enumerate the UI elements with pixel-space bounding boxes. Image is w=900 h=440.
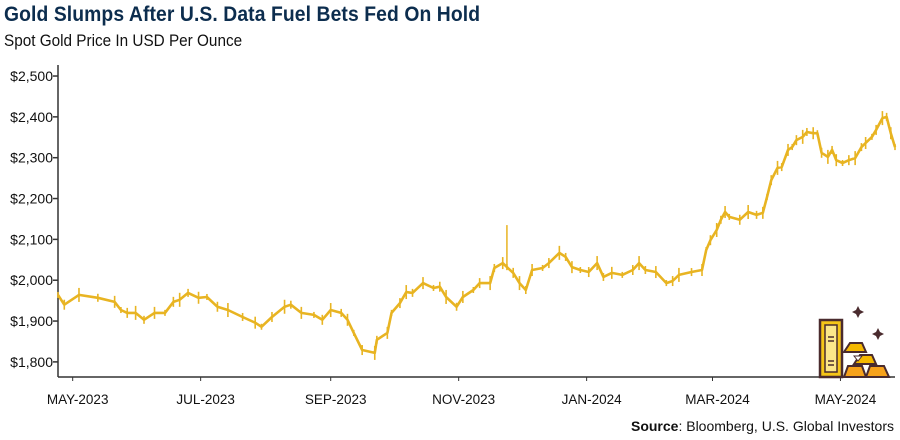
x-tick-label: MAY-2023 <box>47 392 109 407</box>
y-tick-label: $2,200 <box>10 191 53 207</box>
y-tick-label: $1,900 <box>10 313 53 329</box>
y-tick-label: $1,800 <box>10 354 53 370</box>
gold-bars-icon <box>818 306 891 379</box>
y-tick-label: $2,100 <box>10 231 53 247</box>
y-tick-label: $2,300 <box>10 150 53 166</box>
gold-price-series <box>56 111 897 360</box>
x-tick-label: MAY-2024 <box>815 392 877 407</box>
x-tick-label: JAN-2024 <box>562 392 623 407</box>
price-line <box>56 115 897 355</box>
y-tick-label: $2,400 <box>10 109 53 125</box>
y-axis: $1,800 $1,900 $2,000 $2,100 $2,200 $2,300 $2,4… <box>10 65 59 377</box>
y-tick-label: $2,500 <box>10 68 53 84</box>
x-tick-label: NOV-2023 <box>432 392 495 407</box>
y-tick-label: $2,000 <box>10 272 53 288</box>
chart-title: Gold Slumps After U.S. Data Fuel Bets Fe… <box>4 3 481 26</box>
chart-subtitle: Spot Gold Price In USD Per Ounce <box>4 31 243 50</box>
x-axis: MAY-2023 JUL-2023 SEP-2023 NOV-2023 JAN-2024… <box>47 376 895 407</box>
x-tick-label: JUL-2023 <box>176 392 235 407</box>
source-note: Source: Bloomberg, U.S. Global Investors <box>631 418 894 434</box>
x-tick-label: SEP-2023 <box>305 392 367 407</box>
source-text: : Bloomberg, U.S. Global Investors <box>678 418 894 434</box>
source-label: Source <box>630 418 679 434</box>
x-tick-label: MAR-2024 <box>685 392 750 407</box>
